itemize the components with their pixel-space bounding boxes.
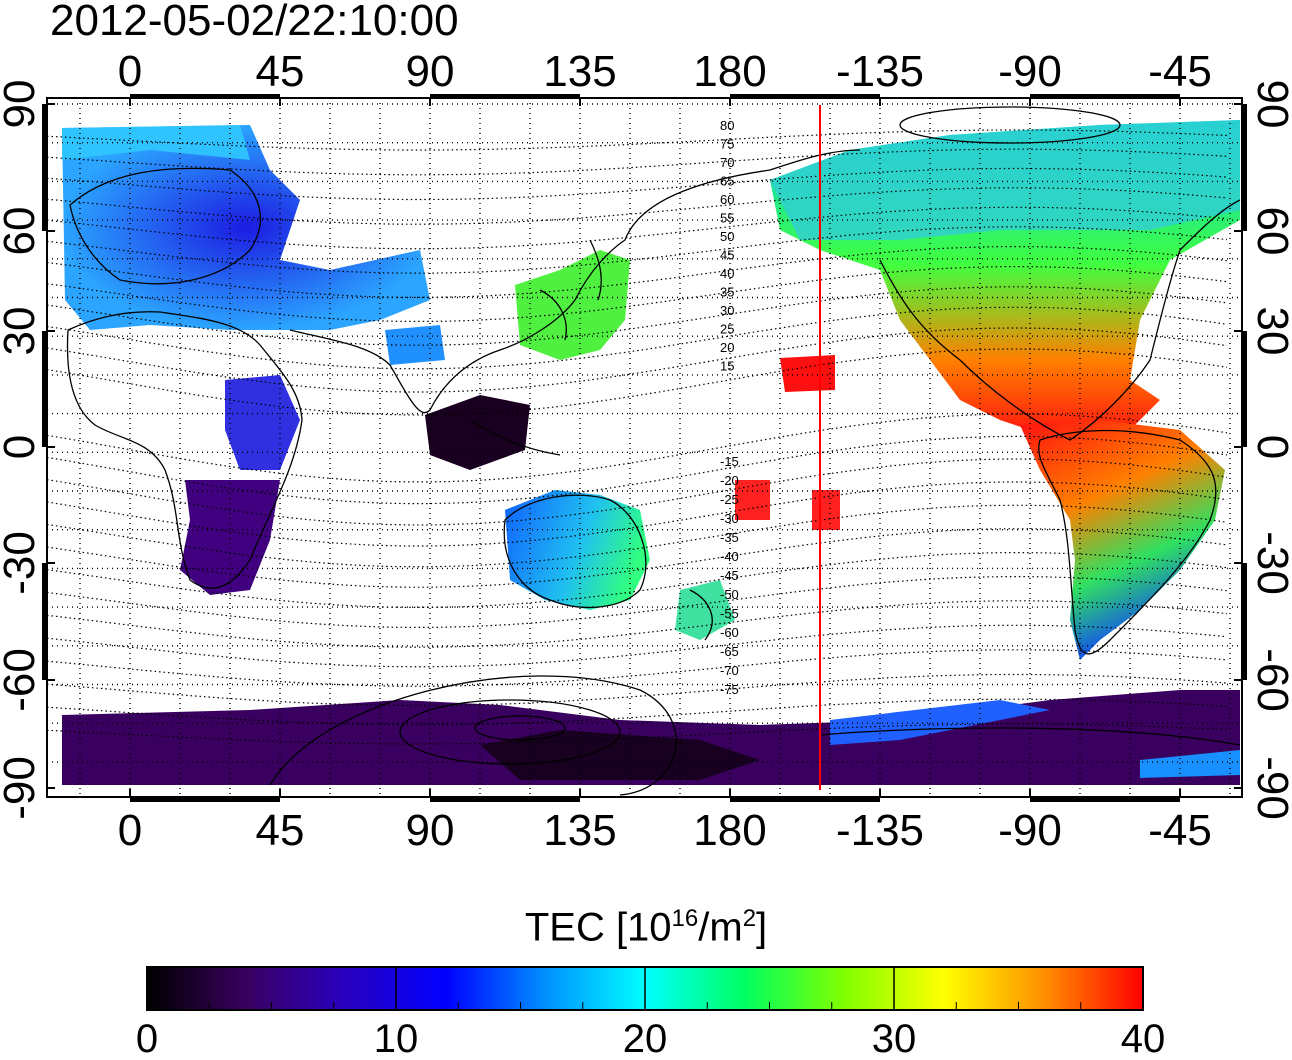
contour-label: 20	[720, 340, 734, 355]
contour-label: -40	[720, 549, 739, 564]
tec-region-europe	[62, 125, 430, 330]
tec-region-antarctic-blue	[830, 700, 1050, 745]
graticule-grid	[47, 98, 1242, 797]
tec-region-africa-north	[225, 375, 300, 470]
colorbar-tick-label: 40	[1121, 1017, 1166, 1060]
left-latitude-labels: 90 60 30 0 -30 -60 -90	[0, 80, 44, 820]
top-longitude-labels: 0 45 90 135 180 -135 -90 -45	[118, 47, 1212, 96]
contour-label: -50	[720, 587, 739, 602]
contour-label: 60	[720, 192, 734, 207]
lat-label-left: 0	[0, 435, 44, 459]
axis-ticks	[42, 94, 1247, 802]
coastlines	[66, 149, 1241, 655]
lon-label-bottom: -135	[836, 806, 924, 855]
lon-label-bottom: 90	[406, 806, 455, 855]
contour-label: 75	[720, 137, 734, 152]
contour-label: 50	[720, 229, 734, 244]
tec-region-africa-south	[180, 480, 280, 595]
tec-data-regions	[62, 120, 1240, 785]
tec-region-canada	[770, 120, 1240, 240]
tec-region-antarctic-blue-south	[1140, 750, 1240, 778]
colorbar-ticks: 0 10 20 30 40	[136, 967, 1165, 1060]
contour-label: -45	[720, 568, 739, 583]
tec-map: 80 75 70 65 60 55 50 45 40 35 30 25 20 15 -15 -20 -25 -30…	[0, 47, 1292, 855]
lon-label-bottom: -90	[998, 806, 1062, 855]
contour-label: -35	[720, 530, 739, 545]
lat-label-right: -30	[1248, 531, 1292, 595]
contour-label: 45	[720, 248, 734, 263]
colorbar-title: TEC [1016/m2]	[524, 905, 768, 950]
contour-label: 40	[720, 266, 734, 281]
lon-label-top: 90	[406, 47, 455, 96]
colorbar-tick-label: 10	[374, 1017, 419, 1060]
tec-region-new-zealand	[675, 580, 735, 640]
contour-label: -30	[720, 511, 739, 526]
contour-label: -15	[720, 454, 739, 469]
lon-label-top: -135	[836, 47, 924, 96]
contour-label: 80	[720, 118, 734, 133]
lat-label-left: 90	[0, 80, 44, 129]
contour-label: -65	[720, 644, 739, 659]
right-latitude-labels: 90 60 30 0 -30 -60 -90	[1248, 80, 1292, 820]
contour-label: 25	[720, 322, 734, 337]
lat-label-left: -90	[0, 756, 44, 820]
contour-label: -60	[720, 625, 739, 640]
tec-region-india	[385, 325, 445, 365]
contour-labels: 80 75 70 65 60 55 50 45 40 35 30 25 20 15 -15 -20 -25 -30…	[720, 118, 739, 697]
contour-label: 70	[720, 155, 734, 170]
tec-region-antarctica-core	[480, 730, 760, 780]
colorbar: 0 10 20 30 40	[136, 966, 1165, 1060]
contour-label: 15	[720, 359, 734, 374]
lon-label-bottom: 135	[543, 806, 616, 855]
contour-label: 65	[720, 174, 734, 189]
lat-label-left: -30	[0, 531, 44, 595]
lat-label-right: 30	[1248, 307, 1292, 356]
contour-label: -55	[720, 606, 739, 621]
lat-label-left: 30	[0, 307, 44, 356]
contour-label: -75	[720, 682, 739, 697]
lat-label-right: -60	[1248, 648, 1292, 712]
colorbar-tick-label: 20	[623, 1017, 668, 1060]
lon-label-bottom: -45	[1148, 806, 1212, 855]
lon-label-bottom: 0	[118, 806, 142, 855]
tec-region-pacific-red-marker	[812, 490, 840, 530]
contour-label: -25	[720, 492, 739, 507]
colorbar-tick-label: 30	[872, 1017, 917, 1060]
lon-label-bottom: 180	[693, 806, 766, 855]
colorbar-tick-label: 0	[136, 1017, 158, 1060]
contour-label: -70	[720, 663, 739, 678]
map-plot-area: 80 75 70 65 60 55 50 45 40 35 30 25 20 15 -15 -20 -25 -30…	[42, 94, 1247, 802]
lon-label-top: 45	[256, 47, 305, 96]
lon-label-top: -45	[1148, 47, 1212, 96]
lat-label-right: 60	[1248, 207, 1292, 256]
lon-label-top: -90	[998, 47, 1062, 96]
bottom-longitude-labels: 0 45 90 135 180 -135 -90 -45	[118, 806, 1212, 855]
lat-label-left: -60	[0, 648, 44, 712]
contour-label: 35	[720, 285, 734, 300]
lat-label-left: 60	[0, 207, 44, 256]
tec-region-se-asia	[425, 395, 530, 470]
lon-label-top: 135	[543, 47, 616, 96]
magnetic-pole-contours	[269, 106, 1241, 796]
tec-region-south-america	[1020, 420, 1225, 660]
lat-label-right: -90	[1248, 756, 1292, 820]
tec-region-pacific-red	[780, 355, 835, 392]
tec-region-arctic	[62, 125, 250, 160]
contour-label: 55	[720, 211, 734, 226]
tec-region-australia	[505, 490, 650, 610]
lon-label-top: 180	[693, 47, 766, 96]
timestamp-title: 2012-05-02/22:10:00	[50, 0, 459, 45]
magnetic-latitude-contours	[47, 129, 1228, 745]
contour-label: 30	[720, 303, 734, 318]
lon-label-bottom: 45	[256, 806, 305, 855]
lat-label-right: 90	[1248, 80, 1292, 129]
contour-label: -20	[720, 473, 739, 488]
lon-label-top: 0	[118, 47, 142, 96]
lat-label-right: 0	[1248, 435, 1292, 459]
